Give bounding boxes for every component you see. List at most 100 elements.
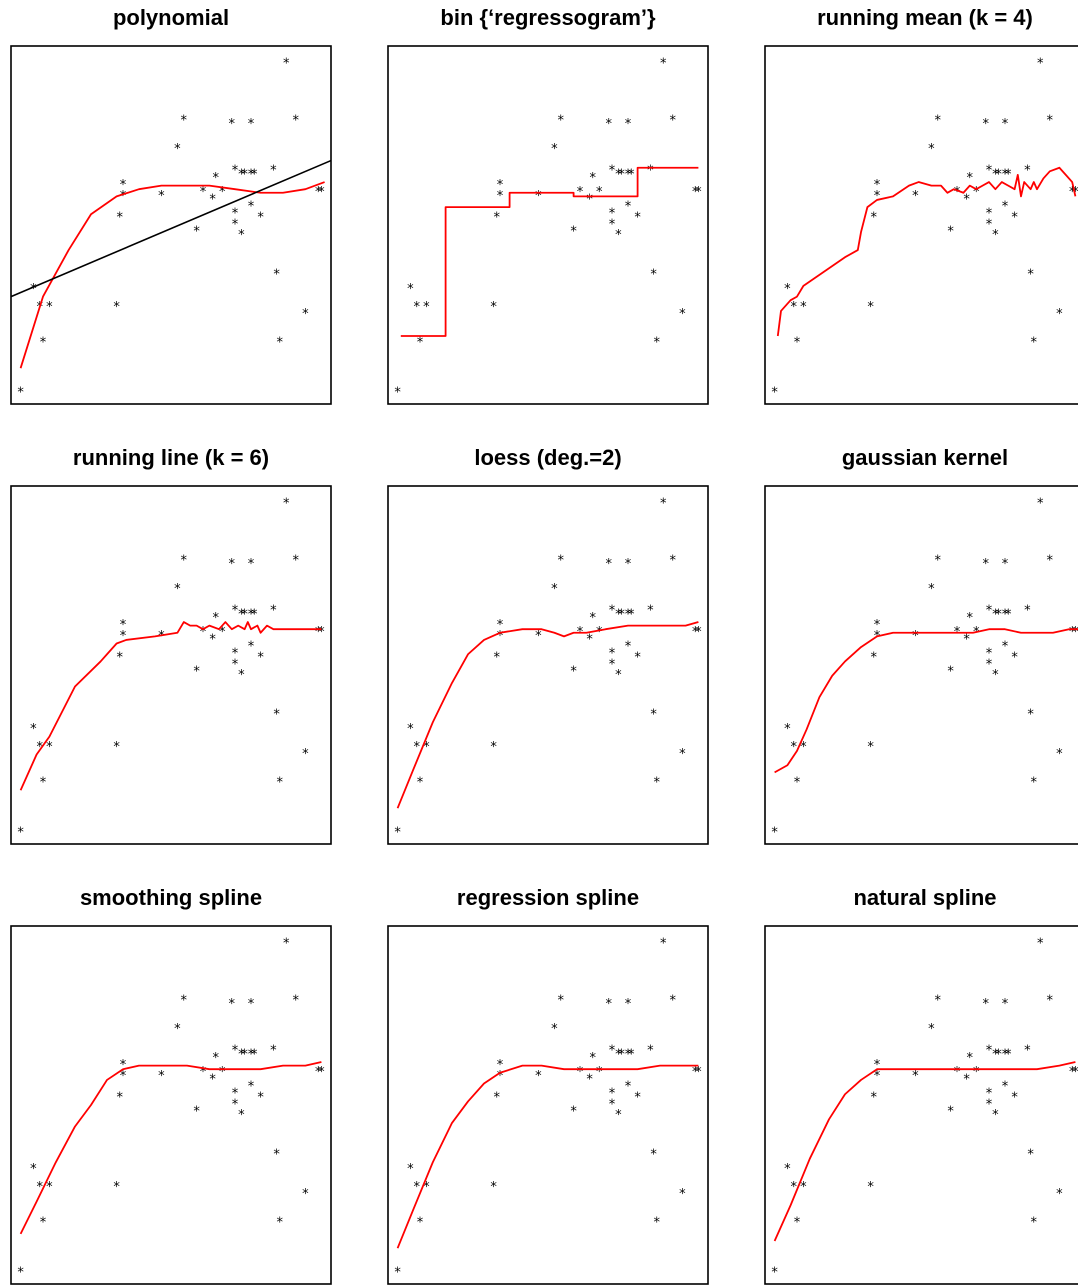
data-point: * [494,210,501,225]
panel-loess: loess (deg.=2) * * * * * * * * * * * * * * * * * * * * * * * * *… [387,445,709,845]
data-point: * [992,228,999,243]
data-point: * [596,185,603,200]
data-point: * [1002,1047,1009,1062]
plot-area: ************************************* [387,45,709,405]
data-point: * [577,1065,584,1080]
data-point: * [1011,210,1018,225]
data-point: * [1031,1216,1038,1231]
smooth-fit-curve [774,628,1078,774]
data-point: * [181,554,188,569]
data-point: * [609,217,616,232]
data-point: * [670,994,677,1009]
smooth-fit-curve [19,1061,322,1235]
data-point: * [634,650,641,665]
data-point: * [634,210,641,225]
data-point: * [158,1069,165,1084]
data-point: * [248,640,255,655]
data-point: * [277,776,284,791]
data-point: * [407,1162,414,1177]
data-point: * [867,740,874,755]
data-point: * [771,826,778,841]
data-point: * [229,117,236,132]
data-point: * [1069,185,1076,200]
data-point: * [394,386,401,401]
data-point: * [1056,1187,1063,1202]
data-point: * [1056,307,1063,322]
data-point: * [293,114,300,129]
data-point: * [570,225,577,240]
data-point: * [983,557,990,572]
data-point: * [1002,1080,1009,1095]
data-point: * [30,1162,37,1177]
data-point: * [692,185,699,200]
data-point: * [871,210,878,225]
data-point: * [293,554,300,569]
data-point: * [273,1148,280,1163]
data-point: * [973,1065,980,1080]
data-point: * [628,167,635,182]
data-point: * [30,722,37,737]
data-point: * [625,607,632,622]
data-point: * [394,1266,401,1281]
plot-frame [764,925,1078,1285]
data-point: * [551,1022,558,1037]
data-point: * [232,604,239,619]
data-point: * [417,336,424,351]
data-point: * [120,1058,127,1073]
data-point: * [1005,167,1012,182]
smooth-fit-curve [396,1064,699,1249]
data-point: * [986,164,993,179]
data-point: * [947,225,954,240]
data-point: * [928,142,935,157]
data-point: * [193,665,200,680]
data-point: * [257,650,264,665]
data-point: * [800,1180,807,1195]
data-point: * [874,618,881,633]
data-point: * [615,167,622,182]
data-point: * [660,496,667,511]
data-point: * [494,1090,501,1105]
panel-title: bin {‘regressogram’} [440,5,656,30]
data-point: * [248,1047,255,1062]
data-point: * [238,167,245,182]
data-point: * [1024,1044,1031,1059]
data-point: * [535,1069,542,1084]
data-point: * [318,185,325,200]
data-point: * [1037,496,1044,511]
data-point: * [912,1069,919,1084]
data-point: * [609,1044,616,1059]
data-point: * [615,1108,622,1123]
data-point: * [423,300,430,315]
panel-title: regression spline [456,885,640,910]
data-point: * [695,625,702,640]
panel-title: loess (deg.=2) [474,445,622,470]
data-point: * [497,629,504,644]
data-point: * [248,997,255,1012]
data-point: * [1047,114,1054,129]
data-point: * [1056,747,1063,762]
plot-area: ************************************* [387,485,709,845]
plot-frame [764,45,1078,405]
data-point: * [692,625,699,640]
data-point: * [558,114,565,129]
data-point: * [647,1044,654,1059]
data-point: * [794,1216,801,1231]
data-point: * [1047,994,1054,1009]
data-point: * [232,217,239,232]
data-point: * [46,740,53,755]
data-point: * [1027,268,1034,283]
data-point: * [650,268,657,283]
data-point: * [270,164,277,179]
data-point: * [490,1180,497,1195]
data-point: * [174,1022,181,1037]
data-point: * [270,604,277,619]
data-point: * [618,1047,625,1062]
data-point: * [497,178,504,193]
data-point: * [794,776,801,791]
plot-area: ************************************* [387,925,709,1285]
data-point: * [551,582,558,597]
data-point: * [120,618,127,633]
data-point: * [229,557,236,572]
data-point: * [625,997,632,1012]
data-point: * [213,1051,220,1066]
